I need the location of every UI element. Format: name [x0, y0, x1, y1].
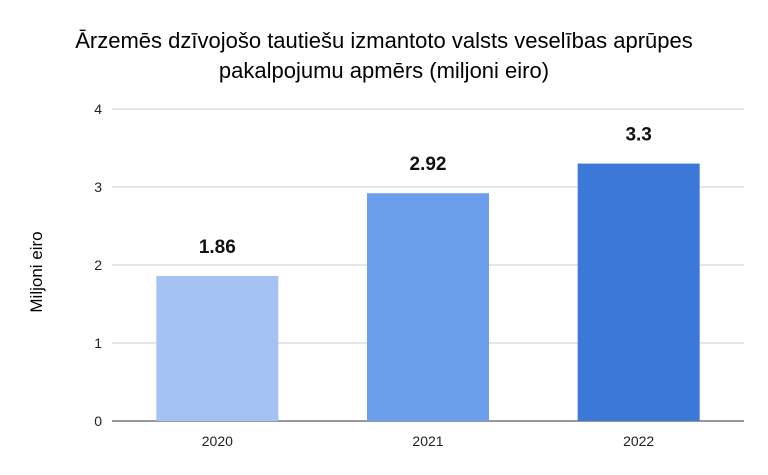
y-axis-label: Miljoni eiro: [27, 231, 46, 312]
y-tick-label: 3: [94, 179, 102, 195]
data-label: 3.3: [625, 125, 651, 146]
x-tick-label: 2020: [202, 433, 233, 449]
x-tick-label: 2021: [412, 433, 443, 449]
y-tick-label: 2: [94, 257, 102, 273]
x-tick-label: 2022: [623, 433, 654, 449]
chart-title-line-1: Ārzemēs dzīvojošo tautiešu izmantoto val…: [75, 28, 693, 53]
data-label: 2.92: [410, 154, 447, 175]
bar: [577, 163, 700, 421]
y-tick-label: 1: [94, 335, 102, 351]
y-tick-label: 0: [94, 413, 102, 429]
data-label: 1.86: [199, 237, 236, 258]
bar: [367, 193, 489, 421]
y-tick-label: 4: [94, 101, 102, 117]
chart-title: Ārzemēs dzīvojošo tautiešu izmantoto val…: [0, 26, 768, 86]
bar: [156, 275, 279, 421]
chart-title-line-2: pakalpojumu apmērs (miljoni eiro): [218, 58, 550, 83]
